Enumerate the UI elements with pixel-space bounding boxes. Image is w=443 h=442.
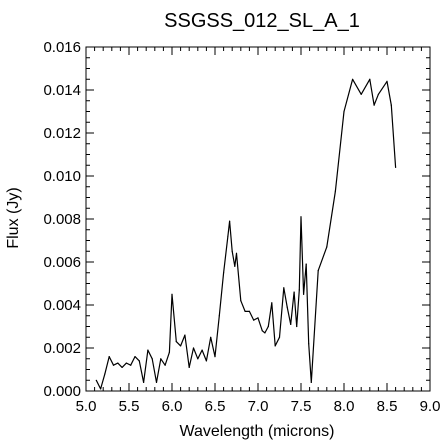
data-point xyxy=(134,356,136,358)
y-tick-label: 0.010 xyxy=(43,168,81,185)
data-point xyxy=(175,341,177,343)
data-point xyxy=(210,336,212,338)
data-point xyxy=(171,293,173,295)
data-point xyxy=(317,270,319,272)
data-point xyxy=(343,110,345,113)
series-layer xyxy=(95,78,397,390)
data-point xyxy=(290,323,292,325)
data-point xyxy=(373,104,375,106)
y-tick-label: 0.006 xyxy=(43,254,81,271)
y-tick-label: 0.014 xyxy=(43,82,81,99)
x-tick-label: 8.5 xyxy=(377,398,398,415)
x-tick-label: 9.0 xyxy=(420,398,441,415)
y-tick-label: 0.008 xyxy=(43,211,81,228)
data-point xyxy=(257,317,259,319)
data-point xyxy=(147,349,149,351)
data-point xyxy=(227,235,229,237)
data-point xyxy=(395,166,397,168)
data-point xyxy=(223,272,225,274)
data-point xyxy=(205,360,207,362)
x-tick-label: 7.0 xyxy=(248,398,269,415)
data-point xyxy=(244,310,246,312)
x-axis-ticks: 5.0 5.5 6.0 6.5 7.0 7.5 8.0 8.5 9.0 xyxy=(76,47,441,415)
data-point xyxy=(264,332,266,334)
data-point xyxy=(125,362,127,364)
data-point xyxy=(296,325,298,328)
data-point xyxy=(261,330,263,332)
data-point xyxy=(108,356,110,358)
data-point xyxy=(300,216,302,218)
data-point xyxy=(267,325,269,328)
data-point xyxy=(305,263,307,265)
x-axis-label: Wavelength (microns) xyxy=(179,423,334,440)
data-point xyxy=(100,388,102,390)
data-point xyxy=(218,315,220,317)
spectrum-line xyxy=(95,78,397,390)
data-point xyxy=(360,93,362,95)
data-point xyxy=(283,287,285,289)
data-point xyxy=(303,293,305,295)
data-point xyxy=(188,366,190,368)
data-point xyxy=(278,336,281,338)
data-point xyxy=(326,246,328,248)
x-tick-label: 5.5 xyxy=(119,398,140,415)
plot-frame xyxy=(85,46,431,392)
x-tick-label: 6.0 xyxy=(162,398,183,415)
data-point xyxy=(271,302,273,304)
data-point xyxy=(112,364,115,366)
y-tick-label: 0.016 xyxy=(43,39,81,56)
data-point xyxy=(184,334,186,336)
chart-title: SSGSS_012_SL_A_1 xyxy=(164,10,360,32)
y-tick-label: 0.002 xyxy=(43,340,81,357)
data-point xyxy=(240,300,242,302)
data-point xyxy=(95,379,97,381)
data-point xyxy=(234,265,236,267)
data-point xyxy=(308,343,310,345)
data-point xyxy=(130,364,132,366)
plot-area-border xyxy=(85,46,431,392)
y-tick-label: 0.000 xyxy=(43,383,81,400)
data-point xyxy=(214,356,216,358)
data-point xyxy=(274,345,276,347)
data-point xyxy=(197,358,199,360)
data-point xyxy=(138,360,140,362)
data-point xyxy=(180,345,182,347)
data-point xyxy=(293,291,295,293)
data-point xyxy=(201,349,203,351)
data-point xyxy=(286,306,288,308)
y-axis-ticks: 0.000 0.002 0.004 0.006 0.008 0.010 0.012 0.014… xyxy=(43,39,430,400)
y-axis-label: Flux (Jy) xyxy=(5,187,22,248)
data-point xyxy=(334,190,336,192)
data-point xyxy=(369,78,371,80)
data-point xyxy=(160,358,162,360)
data-point xyxy=(235,252,238,254)
data-point xyxy=(121,366,123,368)
y-tick-label: 0.004 xyxy=(43,297,81,314)
x-tick-label: 7.5 xyxy=(291,398,312,415)
data-point xyxy=(390,104,392,106)
data-point xyxy=(298,289,300,291)
data-point xyxy=(155,381,158,383)
data-point xyxy=(151,358,153,360)
data-point xyxy=(253,319,255,321)
y-tick-label: 0.012 xyxy=(43,125,81,142)
x-tick-label: 5.0 xyxy=(76,398,97,415)
data-point xyxy=(229,220,231,222)
data-point xyxy=(117,362,119,364)
data-point xyxy=(164,364,166,366)
data-point xyxy=(104,373,106,375)
data-point xyxy=(352,78,354,80)
x-tick-label: 8.0 xyxy=(334,398,355,415)
data-point xyxy=(231,250,233,252)
data-point xyxy=(377,93,379,95)
x-tick-label: 6.5 xyxy=(205,398,226,415)
data-point xyxy=(310,381,312,383)
data-point xyxy=(143,381,145,383)
data-point xyxy=(168,351,170,353)
data-point xyxy=(386,80,388,82)
data-point xyxy=(248,310,250,312)
data-point xyxy=(192,347,195,349)
